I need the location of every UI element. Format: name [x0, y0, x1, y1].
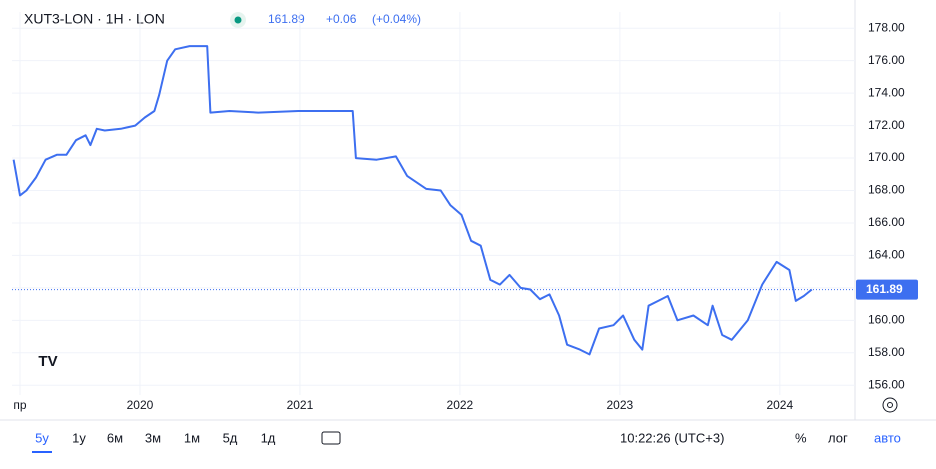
change: +0.06	[326, 12, 357, 26]
status-dot	[234, 16, 242, 24]
range-button[interactable]: 5y	[35, 430, 49, 445]
y-tick-label: 156.00	[868, 377, 905, 391]
clock: 10:22:26 (UTC+3)	[620, 430, 724, 445]
auto-toggle[interactable]: авто	[874, 430, 901, 445]
x-tick-label: 2020	[127, 398, 154, 412]
range-button[interactable]: 6м	[107, 430, 123, 445]
x-tick-label: 2023	[607, 398, 634, 412]
range-button[interactable]: 1м	[184, 430, 200, 445]
y-tick-label: 166.00	[868, 215, 905, 229]
y-tick-label: 164.00	[868, 248, 905, 262]
y-tick-label: 176.00	[868, 53, 905, 67]
y-tick-label: 170.00	[868, 150, 905, 164]
range-button[interactable]: 1д	[261, 430, 276, 445]
x-tick-label: пр	[13, 398, 26, 412]
range-button[interactable]: 5д	[223, 430, 238, 445]
range-button[interactable]: 3м	[145, 430, 161, 445]
settings-icon[interactable]	[882, 397, 898, 413]
range-button[interactable]: 1y	[72, 430, 86, 445]
y-tick-label: 174.00	[868, 85, 905, 99]
change-pct: (+0.04%)	[372, 12, 421, 26]
percent-toggle[interactable]: %	[795, 430, 807, 445]
svg-text:TV: TV	[38, 353, 57, 370]
price-badge-label: 161.89	[866, 282, 903, 296]
price-line	[12, 45, 813, 356]
y-tick-label: 158.00	[868, 345, 905, 359]
y-tick-label: 178.00	[868, 20, 905, 34]
log-toggle[interactable]: лог	[828, 430, 848, 445]
x-tick-label: 2022	[447, 398, 474, 412]
symbol: XUT3-LON · 1H · LON	[24, 11, 165, 27]
y-tick-label: 168.00	[868, 183, 905, 197]
tv-logo: TV	[30, 350, 66, 374]
y-tick-label: 160.00	[868, 313, 905, 327]
x-tick-label: 2021	[287, 398, 314, 412]
price: 161.89	[268, 12, 305, 26]
y-tick-label: 172.00	[868, 118, 905, 132]
price-badge	[856, 279, 918, 300]
x-tick-label: 2024	[766, 398, 793, 412]
compare-icon[interactable]	[321, 431, 341, 445]
